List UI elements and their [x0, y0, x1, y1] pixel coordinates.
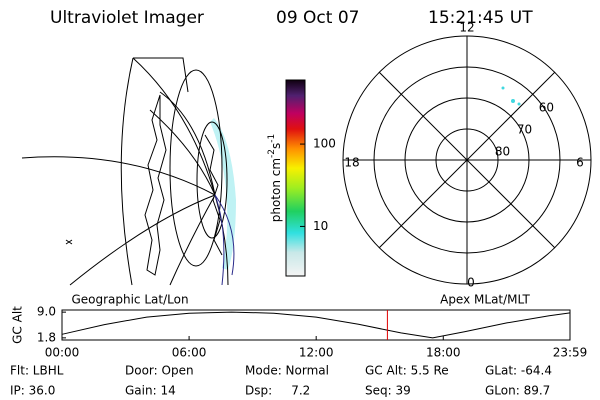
- polar-grid: [342, 35, 592, 285]
- latitude-label: 70: [517, 123, 532, 137]
- info-field: Door: Open: [125, 364, 194, 378]
- info-field: Mode: Normal: [245, 364, 329, 378]
- info-field: GLon: 89.7: [485, 384, 550, 398]
- x-tick-label: 12:00: [299, 346, 334, 360]
- plot-left-title: Geographic Lat/Lon: [71, 293, 188, 307]
- altitude-curve: [61, 311, 571, 339]
- x-tick-label: 23:59: [553, 346, 588, 360]
- y-tick-label: 1.8: [37, 330, 56, 344]
- info-field: IP: 36.0: [10, 384, 55, 398]
- x-tick-label: 18:00: [426, 346, 461, 360]
- latitude-label: 80: [495, 145, 510, 159]
- latitude-ring: [435, 128, 499, 192]
- info-field: Gain: 14: [125, 384, 176, 398]
- x-tick-label: 00:00: [45, 346, 80, 360]
- mlt-label: 12: [459, 21, 474, 35]
- date: 09 Oct 07: [276, 8, 359, 28]
- info-field: GC Alt: 5.5 Re: [365, 364, 449, 378]
- latitude-ring: [404, 97, 530, 223]
- mlt-label: 18: [344, 156, 359, 170]
- colorbar-tick-label: 10: [313, 219, 328, 233]
- aurora-spots: [501, 86, 521, 106]
- plot-right-title: Apex MLat/MLT: [440, 293, 530, 307]
- info-field: Dsp: 7.2: [245, 384, 310, 398]
- instrument-title: Ultraviolet Imager: [50, 8, 204, 28]
- colorbar-label: photon cm-2s-1: [267, 134, 283, 223]
- y-axis-label: GC Alt: [11, 306, 25, 344]
- mlt-label: 6: [576, 156, 584, 170]
- time: 15:21:45 UT: [428, 8, 533, 28]
- y-tick-label: 9.0: [37, 305, 56, 319]
- info-field: GLat: -64.4: [485, 364, 552, 378]
- colorbar: [285, 79, 306, 277]
- info-field: Seq: 39: [365, 384, 411, 398]
- latitude-ring: [373, 66, 561, 254]
- x-tick-label: 06:00: [172, 346, 207, 360]
- latitude-label: 60: [539, 101, 554, 115]
- globe-image: [21, 57, 236, 286]
- colorbar-tick-label: 100: [313, 137, 336, 151]
- mlt-label: 0: [467, 276, 475, 290]
- plot-frame: [61, 309, 571, 341]
- info-field: Flt: LBHL: [10, 364, 64, 378]
